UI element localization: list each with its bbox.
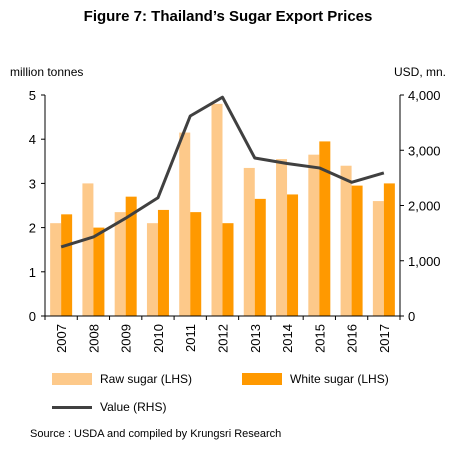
- value-line: [60, 95, 385, 249]
- bar-raw-2015: [308, 154, 320, 316]
- left-tick-label: 1: [29, 265, 36, 280]
- x-tick-label-2013: 2013: [248, 324, 263, 353]
- legend-label-value: Value (RHS): [100, 400, 167, 414]
- right-tick-label: 2,000: [408, 199, 441, 214]
- left-tick-label: 4: [29, 132, 36, 147]
- x-tick-label-2014: 2014: [280, 324, 295, 353]
- source-note: Source : USDA and compiled by Krungsri R…: [30, 428, 282, 440]
- bar-white-2009: [125, 196, 137, 316]
- x-tick-label-2012: 2012: [216, 324, 231, 353]
- x-tick-label-2011: 2011: [183, 324, 198, 352]
- bar-raw-2014: [276, 159, 288, 316]
- left-axis-label: million tonnes: [10, 65, 84, 79]
- bar-white-2008: [93, 227, 105, 316]
- bar-raw-2011: [179, 132, 191, 316]
- x-tick-label-2016: 2016: [345, 324, 360, 353]
- legend-swatch-value: [52, 405, 92, 409]
- left-tick-label: 0: [29, 309, 36, 324]
- x-tick-label-2010: 2010: [151, 324, 166, 353]
- bar-white-2010: [157, 209, 169, 316]
- bar-white-2012: [222, 223, 234, 316]
- right-tick-label: 1,000: [408, 254, 441, 269]
- legend-white-sugar: White sugar (LHS): [242, 372, 389, 386]
- bar-raw-2009: [114, 212, 126, 316]
- legend-value: Value (RHS): [52, 400, 166, 414]
- right-tick-label: 4,000: [408, 88, 441, 103]
- bar-raw-2010: [146, 223, 158, 316]
- bar-white-2013: [254, 198, 266, 316]
- right-tick-label: 3,000: [408, 143, 441, 158]
- left-tick-label: 5: [29, 88, 36, 103]
- x-tick-label-2009: 2009: [119, 324, 134, 353]
- legend-raw-sugar: Raw sugar (LHS): [52, 372, 192, 386]
- right-tick-label: 0: [408, 309, 415, 324]
- x-tick-label-2007: 2007: [54, 324, 69, 353]
- bar-raw-2012: [211, 103, 223, 316]
- legend-label-white: White sugar (LHS): [290, 372, 389, 386]
- legend-swatch-white: [242, 373, 282, 385]
- chart-title: Figure 7: Thailand’s Sugar Export Prices: [83, 8, 373, 25]
- bar-white-2011: [190, 212, 202, 316]
- legend-label-raw: Raw sugar (LHS): [100, 372, 193, 386]
- right-axis-label: USD, mn.: [393, 65, 446, 79]
- bar-raw-2017: [372, 201, 384, 316]
- bar-raw-2013: [243, 167, 255, 316]
- legend-swatch-raw: [52, 373, 92, 385]
- bar-raw-2008: [82, 183, 94, 316]
- x-tick-label-2015: 2015: [312, 324, 327, 353]
- left-tick-label: 3: [29, 176, 36, 191]
- bar-raw-2007: [50, 223, 62, 316]
- x-tick-label-2008: 2008: [86, 324, 101, 353]
- left-tick-label: 2: [29, 221, 36, 236]
- bar-white-2007: [61, 214, 73, 316]
- bar-raw-2016: [340, 165, 352, 316]
- x-tick-label-2017: 2017: [377, 324, 392, 353]
- bar-white-2017: [383, 183, 395, 316]
- bar-white-2016: [351, 185, 363, 316]
- bar-white-2015: [319, 141, 331, 316]
- bar-white-2014: [287, 194, 299, 316]
